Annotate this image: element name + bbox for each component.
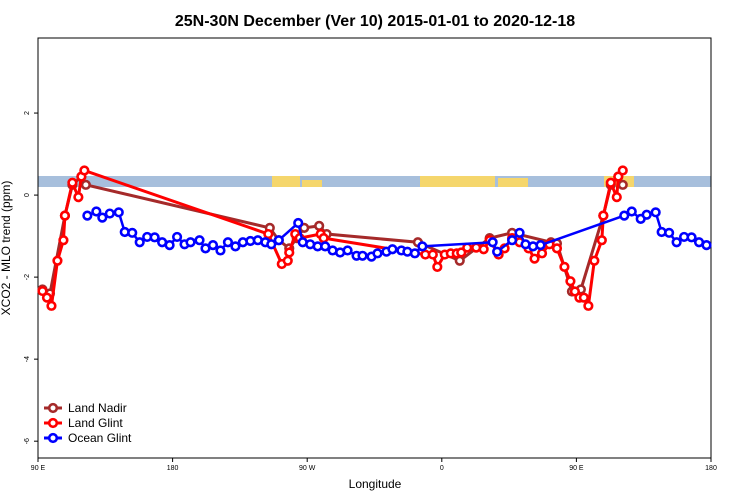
data-point <box>619 210 630 221</box>
x-tick-label: 180 <box>167 465 179 472</box>
data-point <box>357 250 368 261</box>
data-point <box>432 261 443 272</box>
legend-label: Ocean Glint <box>68 431 132 445</box>
data-point <box>314 220 325 231</box>
data-point <box>701 240 712 251</box>
data-point <box>37 285 48 297</box>
legend-marker <box>47 402 59 414</box>
data-point <box>487 237 498 248</box>
plot-frame <box>37 37 712 459</box>
data-point <box>617 165 628 176</box>
data-point <box>506 235 518 246</box>
data-point <box>536 248 548 259</box>
legend-label: Land Glint <box>68 416 123 430</box>
data-point <box>67 177 78 188</box>
x-tick-label: 180 <box>705 465 717 472</box>
data-point <box>372 248 383 259</box>
data-point <box>293 217 304 229</box>
data-point <box>46 300 57 311</box>
legend-marker <box>47 417 59 429</box>
chart-title: 25N-30N December (Ver 10) 2015-01-01 to … <box>175 13 575 30</box>
x-tick-label: 90 W <box>299 465 316 472</box>
legend-label: Land Nadir <box>68 401 127 415</box>
data-point <box>79 165 90 176</box>
x-tick-label: 0 <box>440 465 444 472</box>
data-point <box>583 300 594 311</box>
data-point <box>342 245 353 256</box>
y-axis-label: XCO2 - MLO trend (ppm) <box>0 181 13 316</box>
data-point <box>417 241 428 252</box>
data-point <box>80 179 91 190</box>
data-point <box>134 237 145 248</box>
data-point <box>164 240 175 251</box>
data-point <box>551 243 563 254</box>
data-point <box>273 235 284 246</box>
data-point <box>605 177 616 188</box>
data-point <box>686 232 697 243</box>
y-tick-label: 2 <box>24 111 31 115</box>
data-point <box>492 246 503 257</box>
data-point <box>41 292 53 303</box>
data-point <box>664 227 675 238</box>
data-point <box>284 247 295 258</box>
data-point <box>427 249 438 260</box>
data-point <box>73 192 84 203</box>
data-point <box>596 235 607 246</box>
data-point <box>171 231 183 243</box>
data-point <box>598 210 609 221</box>
y-tick-label: -4 <box>24 356 31 362</box>
data-point <box>263 228 274 240</box>
y-tick-label: -2 <box>24 274 31 280</box>
data-point <box>215 245 226 256</box>
data-point <box>52 255 63 266</box>
data-point <box>97 212 108 223</box>
data-point <box>185 237 196 248</box>
data-point <box>559 261 570 272</box>
data-point <box>266 239 277 250</box>
data-point <box>617 179 628 190</box>
data-point <box>409 248 420 259</box>
x-tick-label: 90 E <box>31 465 46 472</box>
data-point <box>282 255 293 266</box>
data-point <box>478 244 489 255</box>
y-tick-label: -6 <box>24 438 31 444</box>
data-point <box>104 208 115 219</box>
data-point <box>194 235 205 246</box>
data-point <box>230 241 241 252</box>
data-point <box>514 227 525 238</box>
x-axis-label: Longitude <box>349 477 402 491</box>
data-point <box>589 255 600 266</box>
data-point <box>650 207 661 218</box>
data-point <box>127 227 138 238</box>
data-point <box>222 237 234 248</box>
data-point <box>58 235 69 246</box>
data-point <box>387 244 398 255</box>
data-point <box>626 206 637 217</box>
data-point <box>578 292 589 303</box>
data-point <box>671 237 682 248</box>
data-point <box>91 206 102 217</box>
data-point <box>565 276 576 287</box>
data-point <box>59 210 71 221</box>
data-point <box>82 210 93 221</box>
data-point <box>149 232 160 243</box>
y-tick-label: 0 <box>24 193 31 197</box>
legend-marker <box>47 432 59 444</box>
data-point <box>207 240 219 251</box>
data-point <box>535 240 546 251</box>
x-tick-label: 90 E <box>569 465 584 472</box>
data-point <box>529 253 540 264</box>
data-point <box>320 241 331 252</box>
data-point <box>318 233 329 244</box>
data-point <box>611 192 622 203</box>
data-point <box>641 209 652 220</box>
data-point <box>113 207 124 218</box>
